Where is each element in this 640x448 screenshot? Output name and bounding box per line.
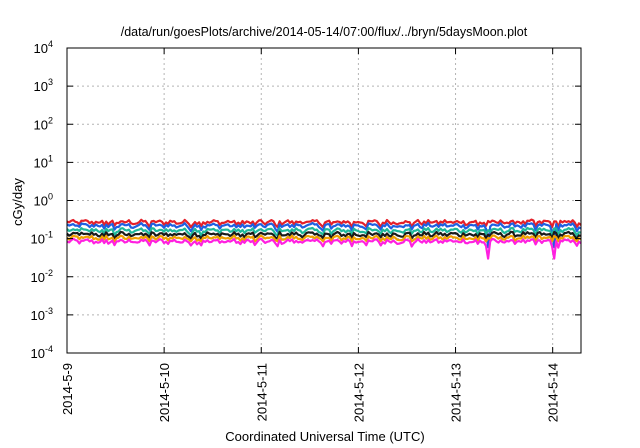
series-line-3 (66, 226, 582, 237)
x-tick-label: 2014-5-12 (351, 363, 366, 422)
x-tick-label: 2014-5-11 (254, 363, 269, 421)
y-tick-label: 10-2 (31, 268, 53, 285)
x-tick-label: 2014-5-14 (546, 363, 561, 422)
y-tick-label: 10-3 (31, 306, 53, 323)
series-line-2 (66, 221, 582, 249)
x-tick-label: 2014-5-10 (157, 363, 172, 422)
x-tick-label: 2014-5-9 (60, 363, 75, 415)
y-tick-label: 101 (34, 153, 53, 170)
series-line-5 (66, 234, 582, 243)
y-axis-label: cGy/day (10, 178, 25, 226)
series-line-6 (66, 237, 582, 260)
y-tick-label: 104 (34, 39, 53, 56)
y-tick-label: 10-4 (31, 344, 53, 361)
y-tick-label: 10-1 (31, 230, 53, 247)
series-layer (66, 218, 582, 260)
x-axis-label: Coordinated Universal Time (UTC) (225, 429, 424, 444)
y-tick-label: 103 (34, 77, 53, 94)
y-tick-label: 100 (34, 192, 53, 209)
grid-lines (66, 47, 581, 354)
chart-title: /data/run/goesPlots/archive/2014-05-14/0… (121, 25, 528, 39)
ticks: 104 103 102 101 100 10-1 10-2 10-3 10-4 2014-5-9 2… (31, 39, 581, 422)
series-line-4 (66, 230, 582, 240)
x-tick-label: 2014-5-13 (449, 363, 464, 422)
y-tick-label: 102 (34, 115, 53, 132)
